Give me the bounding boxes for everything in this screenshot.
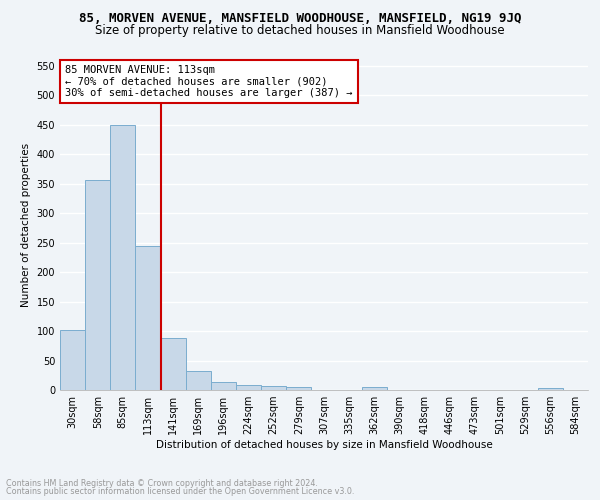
Y-axis label: Number of detached properties: Number of detached properties — [21, 143, 31, 307]
Bar — [136, 246, 161, 390]
Bar — [538, 388, 563, 390]
Bar — [186, 370, 211, 390]
Bar — [236, 384, 261, 390]
Bar — [110, 125, 136, 390]
Text: Contains HM Land Registry data © Crown copyright and database right 2024.: Contains HM Land Registry data © Crown c… — [6, 478, 318, 488]
Bar — [211, 382, 236, 390]
Bar — [161, 338, 186, 390]
Bar — [286, 387, 311, 390]
Text: 85, MORVEN AVENUE, MANSFIELD WOODHOUSE, MANSFIELD, NG19 9JQ: 85, MORVEN AVENUE, MANSFIELD WOODHOUSE, … — [79, 12, 521, 26]
Text: 85 MORVEN AVENUE: 113sqm
← 70% of detached houses are smaller (902)
30% of semi-: 85 MORVEN AVENUE: 113sqm ← 70% of detach… — [65, 65, 353, 98]
Bar — [261, 386, 286, 390]
Bar — [60, 330, 85, 390]
Text: Contains public sector information licensed under the Open Government Licence v3: Contains public sector information licen… — [6, 487, 355, 496]
Bar — [362, 387, 387, 390]
X-axis label: Distribution of detached houses by size in Mansfield Woodhouse: Distribution of detached houses by size … — [155, 440, 493, 450]
Text: Size of property relative to detached houses in Mansfield Woodhouse: Size of property relative to detached ho… — [95, 24, 505, 37]
Bar — [85, 180, 110, 390]
